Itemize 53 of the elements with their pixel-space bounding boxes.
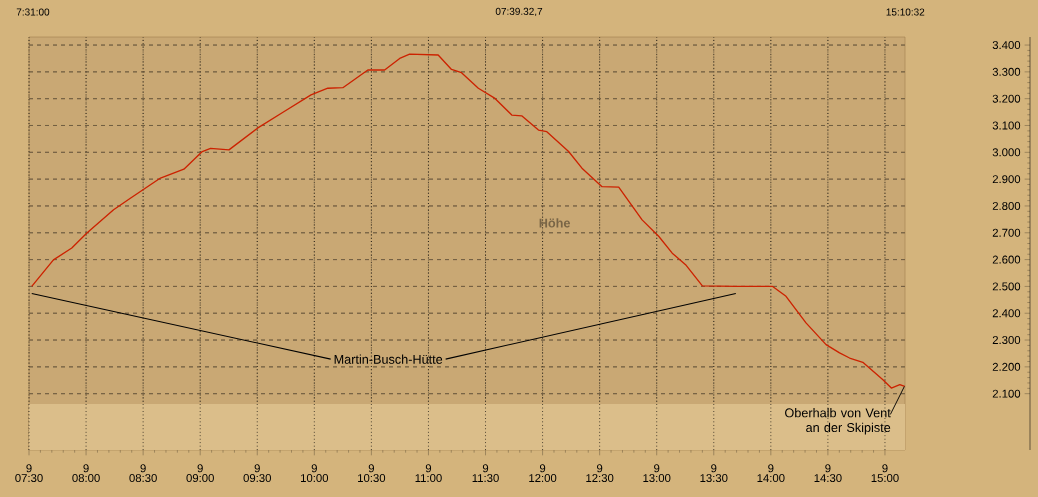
y-tick-label: 2.400 <box>992 309 1021 318</box>
text: 07:39.32,7 <box>495 7 543 17</box>
x-tick-label: 07:30 <box>15 474 43 483</box>
x-tick-label: 10:00 <box>301 474 329 483</box>
text: 9 <box>882 464 888 473</box>
x-tick-label: 13:00 <box>643 474 671 483</box>
text: 9 <box>482 464 489 473</box>
x-tick-label: 13:30 <box>700 474 728 483</box>
text: 9 <box>140 464 146 473</box>
x-tick-label: 11:00 <box>415 474 442 483</box>
x-tick-label: 09:00 <box>186 474 214 483</box>
annotation: Oberhalb von Vent an der Skipiste <box>785 408 891 435</box>
y-tick-label: 2.800 <box>992 201 1021 210</box>
text: 9 <box>597 464 603 473</box>
y-tick-label: 2.900 <box>992 175 1021 184</box>
y-tick-label: 3.000 <box>992 148 1021 157</box>
x-tick-label: 12:00 <box>529 474 557 483</box>
y-tick-label: 2.500 <box>992 282 1021 291</box>
y-tick-label: 3.100 <box>992 121 1021 130</box>
text: 7:31:00 <box>16 8 50 16</box>
y-tick-label: 2.600 <box>992 255 1021 264</box>
text: 9 <box>197 464 203 473</box>
y-tick-label: 2.700 <box>992 228 1021 237</box>
x-tick-label: 14:00 <box>757 474 785 483</box>
annotation: Martin-Busch-Hütte <box>334 354 443 364</box>
text: 9 <box>368 464 375 473</box>
text: 9 <box>654 464 660 473</box>
x-tick-label: 08:30 <box>129 474 157 483</box>
text: 15:10:32 <box>886 8 925 16</box>
x-tick-label: 08:00 <box>72 474 100 483</box>
x-tick-label: 12:30 <box>586 474 614 483</box>
x-tick-label: 09:30 <box>243 474 271 483</box>
y-tick-label: 3.200 <box>992 94 1021 103</box>
y-tick-label: 2.200 <box>992 362 1021 371</box>
text: 9 <box>254 464 260 473</box>
text: 9 <box>425 464 432 473</box>
x-tick-label: 11:30 <box>472 474 499 483</box>
text: 9 <box>825 464 831 473</box>
x-tick-label: 14:30 <box>814 474 842 483</box>
text: 9 <box>768 464 774 473</box>
x-tick-label: 10:30 <box>358 474 386 483</box>
line-series <box>31 53 906 389</box>
y-tick-label: 3.400 <box>992 41 1021 50</box>
text: 9 <box>26 464 32 473</box>
y-tick-label: 3.300 <box>992 67 1021 76</box>
y-tick-label: 2.300 <box>992 336 1021 345</box>
text: Höhe <box>539 218 571 228</box>
x-tick-label: 15:00 <box>871 474 899 483</box>
text: 9 <box>539 464 546 473</box>
y-tick-label: 2.100 <box>992 389 1021 398</box>
text: 9 <box>711 464 717 473</box>
text: 9 <box>311 464 317 473</box>
text: 9 <box>83 464 89 473</box>
